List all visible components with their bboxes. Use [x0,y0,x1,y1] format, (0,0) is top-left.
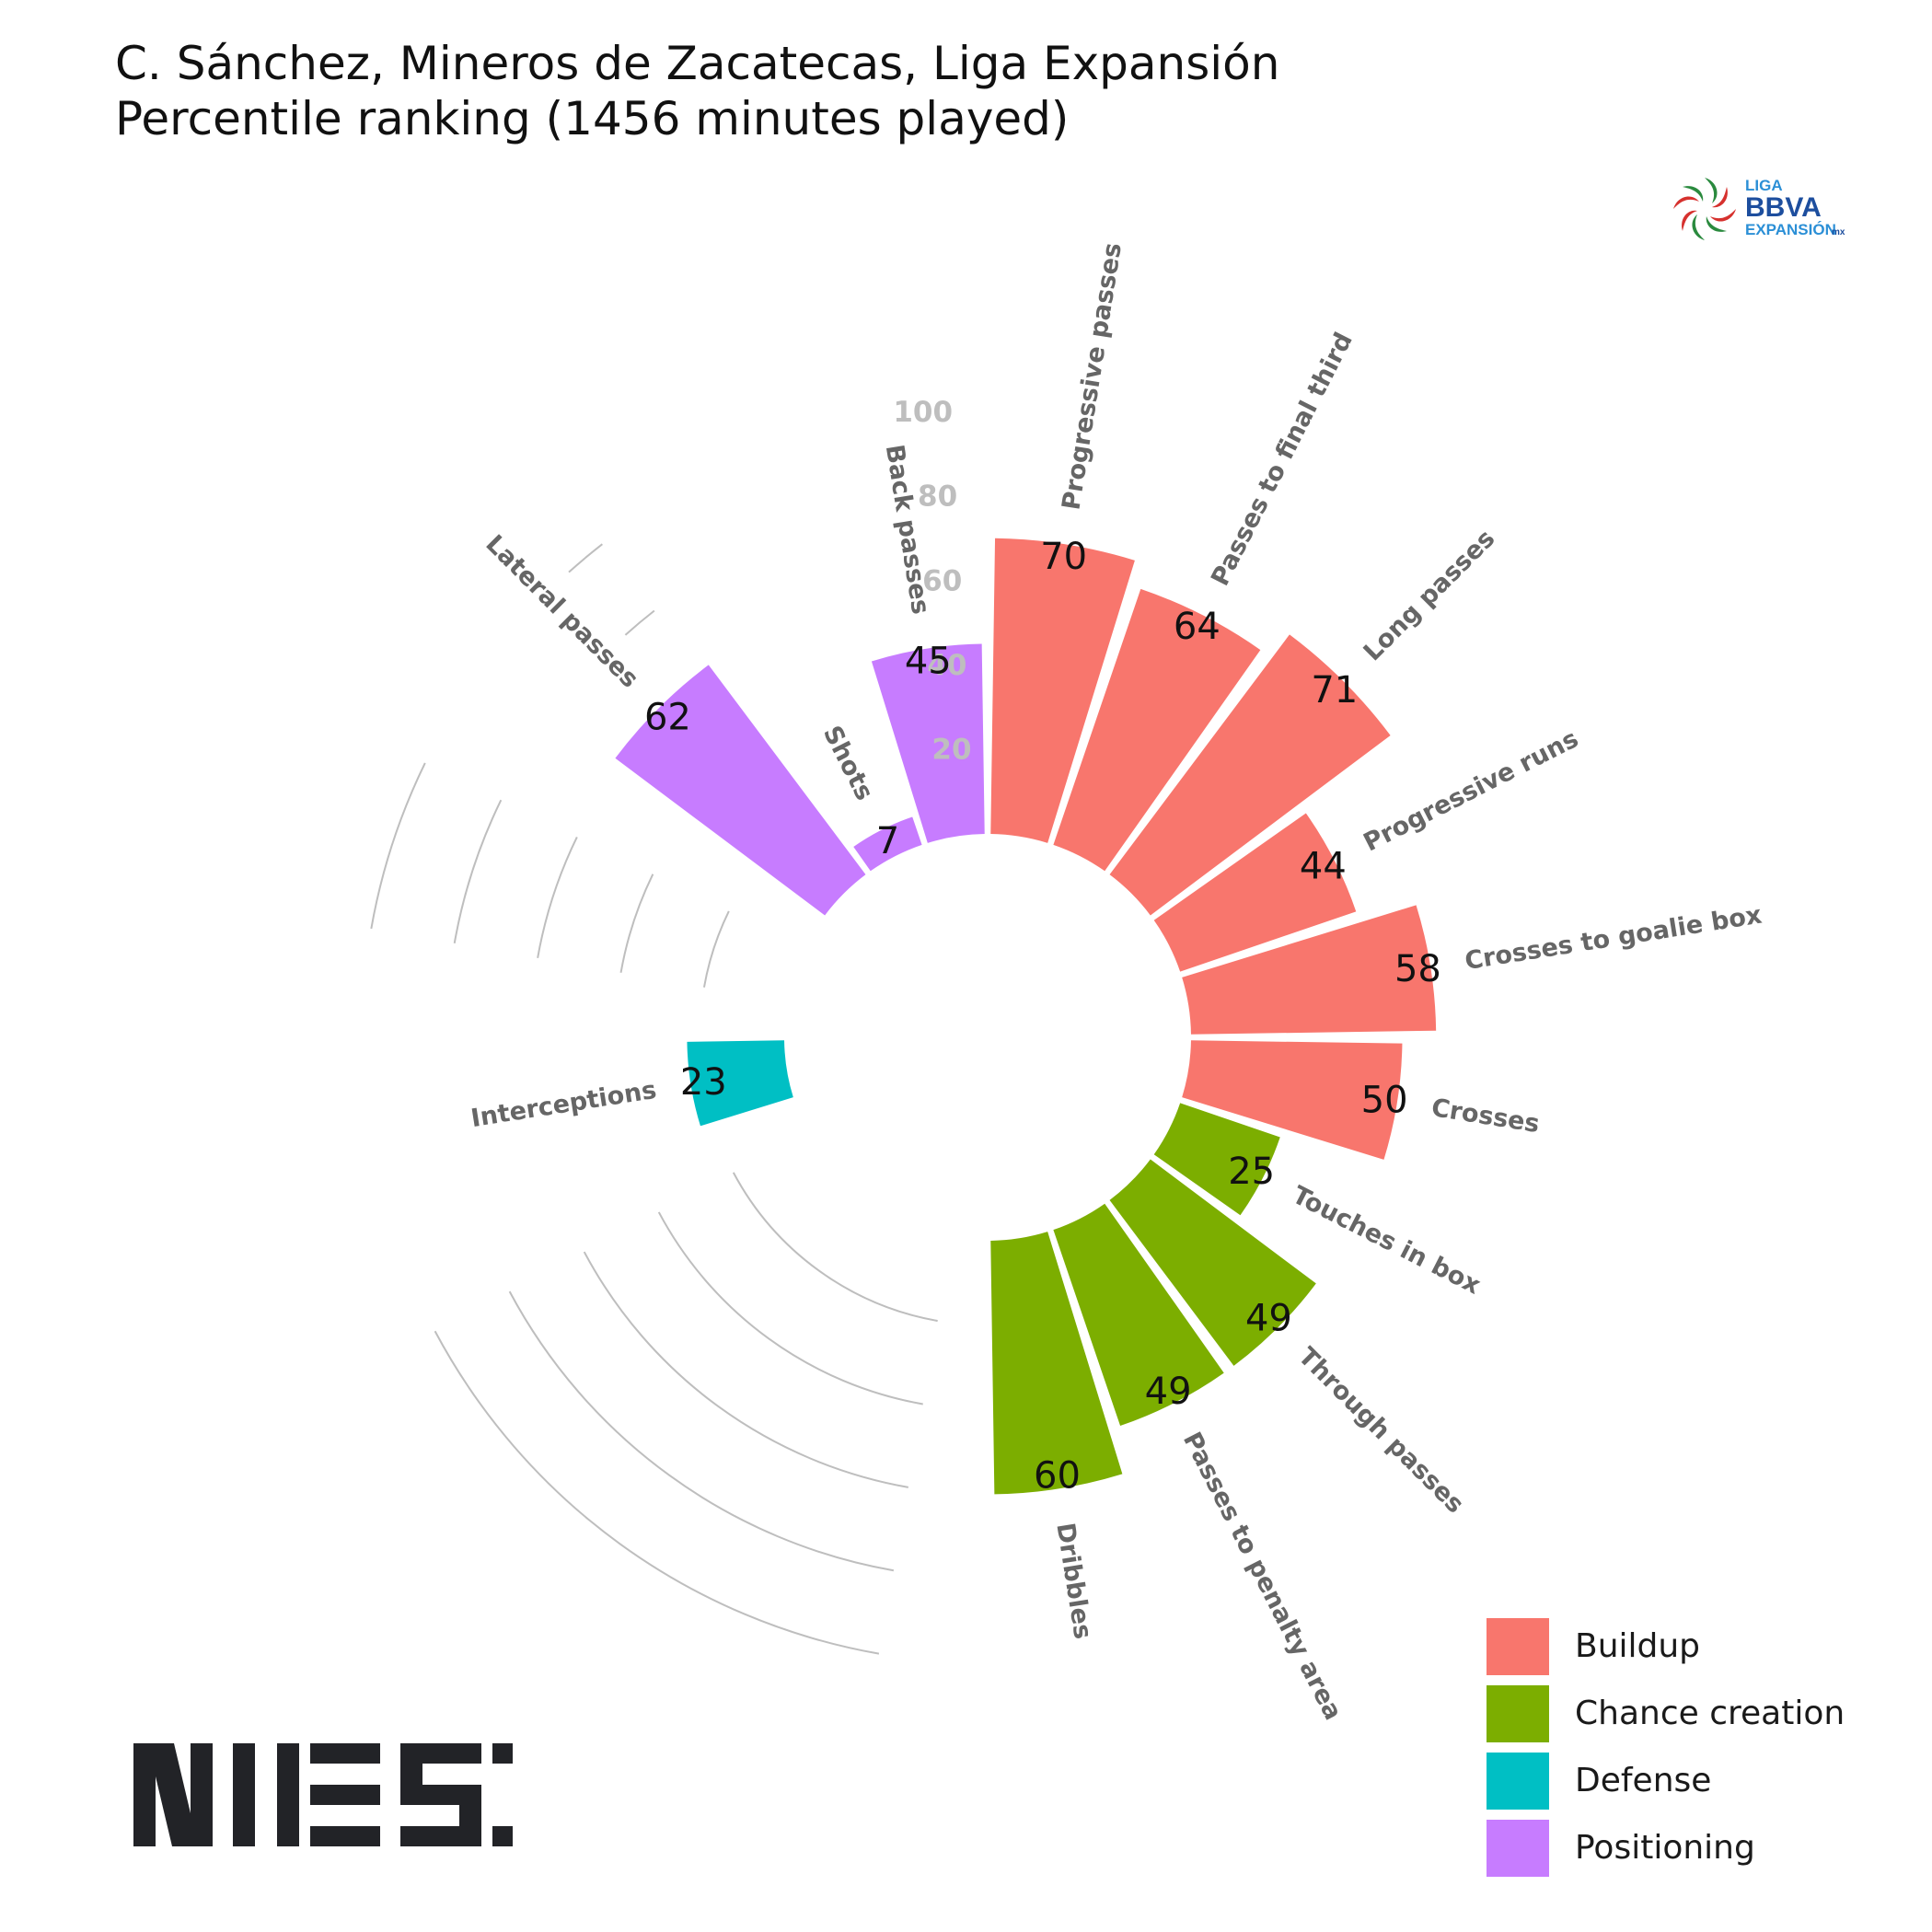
value-label: 49 [1245,1297,1292,1339]
logo-line2: BBVA [1745,192,1822,223]
value-labels: 70 64 71 44 58 50 25 49 49 60 23 62 7 45 [644,536,1441,1497]
legend-label: Positioning [1575,1829,1755,1867]
legend-label: Defense [1575,1762,1712,1799]
logo-line3: EXPANSIÓN [1745,221,1836,238]
grid-arc [453,799,503,944]
legend: Buildup Chance creation Defense Position… [1487,1613,1845,1881]
legend-swatch-chance-creation [1487,1684,1549,1742]
legend-label: Buildup [1575,1627,1701,1665]
value-label: 49 [1145,1371,1192,1413]
radial-tick-label: 20 [931,734,971,767]
bar-crosses [1182,1040,1403,1160]
bar-through-passes [1109,1159,1316,1366]
category-label: Passes to penalty area [1177,1428,1348,1725]
grid-arc [583,1251,908,1488]
category-label: Touches in box [1288,1181,1485,1301]
grid-arc [568,543,603,573]
category-label: Passes to final third [1206,328,1359,590]
category-label: Interceptions [469,1076,659,1133]
radial-tick-label: 100 [893,396,953,429]
bar-passes-to-final-third [1053,588,1261,872]
logo-suffix: mx [1832,227,1845,237]
category-label: Progressive runs [1359,724,1583,857]
bar-progressive-runs [1153,813,1357,972]
bars [615,538,1437,1495]
legend-label: Chance creation [1575,1695,1845,1732]
category-label: Dribbles [1050,1521,1097,1641]
grid-arc [657,1211,923,1406]
value-label: 7 [876,820,899,862]
bar-lateral-passes [615,665,866,916]
bar-crosses-to-goalie-box [1182,905,1437,1035]
bar-dribbles [990,1232,1123,1495]
radial-tick-labels: 20 40 60 80 100 [893,396,971,767]
category-labels: Progressive passes Passes to final thirdL… [469,241,1764,1725]
bar-shots [853,816,922,872]
value-label: 45 [905,641,952,683]
grid-arc [732,1172,938,1323]
league-logo: LIGA BBVA EXPANSIÓN mx [1666,170,1850,253]
value-label: 70 [1040,536,1087,578]
category-label: Shots [817,722,879,805]
value-label: 25 [1228,1151,1275,1193]
category-label: Crosses [1429,1093,1542,1139]
radial-tick-label: 80 [918,480,957,514]
bar-interceptions [687,1040,793,1127]
category-label: Back passes [880,443,935,617]
bar-passes-to-penalty-area [1053,1203,1224,1426]
legend-item-chance-creation: Chance creation [1487,1680,1845,1747]
value-label: 60 [1034,1454,1081,1497]
value-label: 23 [680,1061,727,1104]
chart-subtitle: Percentile ranking (1456 minutes played) [115,92,1070,145]
value-label: 71 [1311,669,1358,711]
grid-arc [434,1330,880,1655]
legend-item-positioning: Positioning [1487,1814,1845,1881]
bar-back-passes [871,643,985,843]
bar-long-passes [1109,634,1391,916]
value-label: 62 [644,696,691,738]
logo-line1: LIGA [1745,177,1783,194]
category-label: Progressive passes [1057,241,1128,513]
chart-title: C. Sánchez, Mineros de Zacatecas, Liga E… [115,37,1280,90]
value-label: 44 [1300,845,1347,887]
grid-arc [370,762,426,930]
brand-logo [133,1740,612,1854]
bar-touches-in-box [1153,1103,1280,1216]
radial-tick-label: 60 [922,564,962,597]
legend-swatch-defense [1487,1752,1549,1810]
legend-swatch-positioning [1487,1819,1549,1877]
grid-arc [624,609,655,636]
legend-item-defense: Defense [1487,1747,1845,1814]
grid-arc [619,873,654,973]
legend-item-buildup: Buildup [1487,1613,1845,1680]
value-label: 50 [1361,1079,1408,1121]
value-label: 58 [1394,948,1441,990]
grid-arc [508,1290,895,1572]
radial-tick-label: 40 [927,649,966,682]
category-label: Lateral passes [480,529,643,693]
legend-swatch-buildup [1487,1617,1549,1675]
value-label: 64 [1174,606,1221,648]
grid-arc [537,836,578,958]
category-label: Through passes [1292,1342,1469,1519]
category-label: Crosses to goalie box [1463,901,1764,977]
grid-arc [702,910,730,988]
league-logo-emblem-icon: LIGA BBVA EXPANSIÓN mx [1673,177,1845,240]
brand-logo-wordmark-icon [133,1743,513,1846]
bar-progressive-passes [990,538,1135,843]
category-label: Long passes [1359,525,1501,667]
